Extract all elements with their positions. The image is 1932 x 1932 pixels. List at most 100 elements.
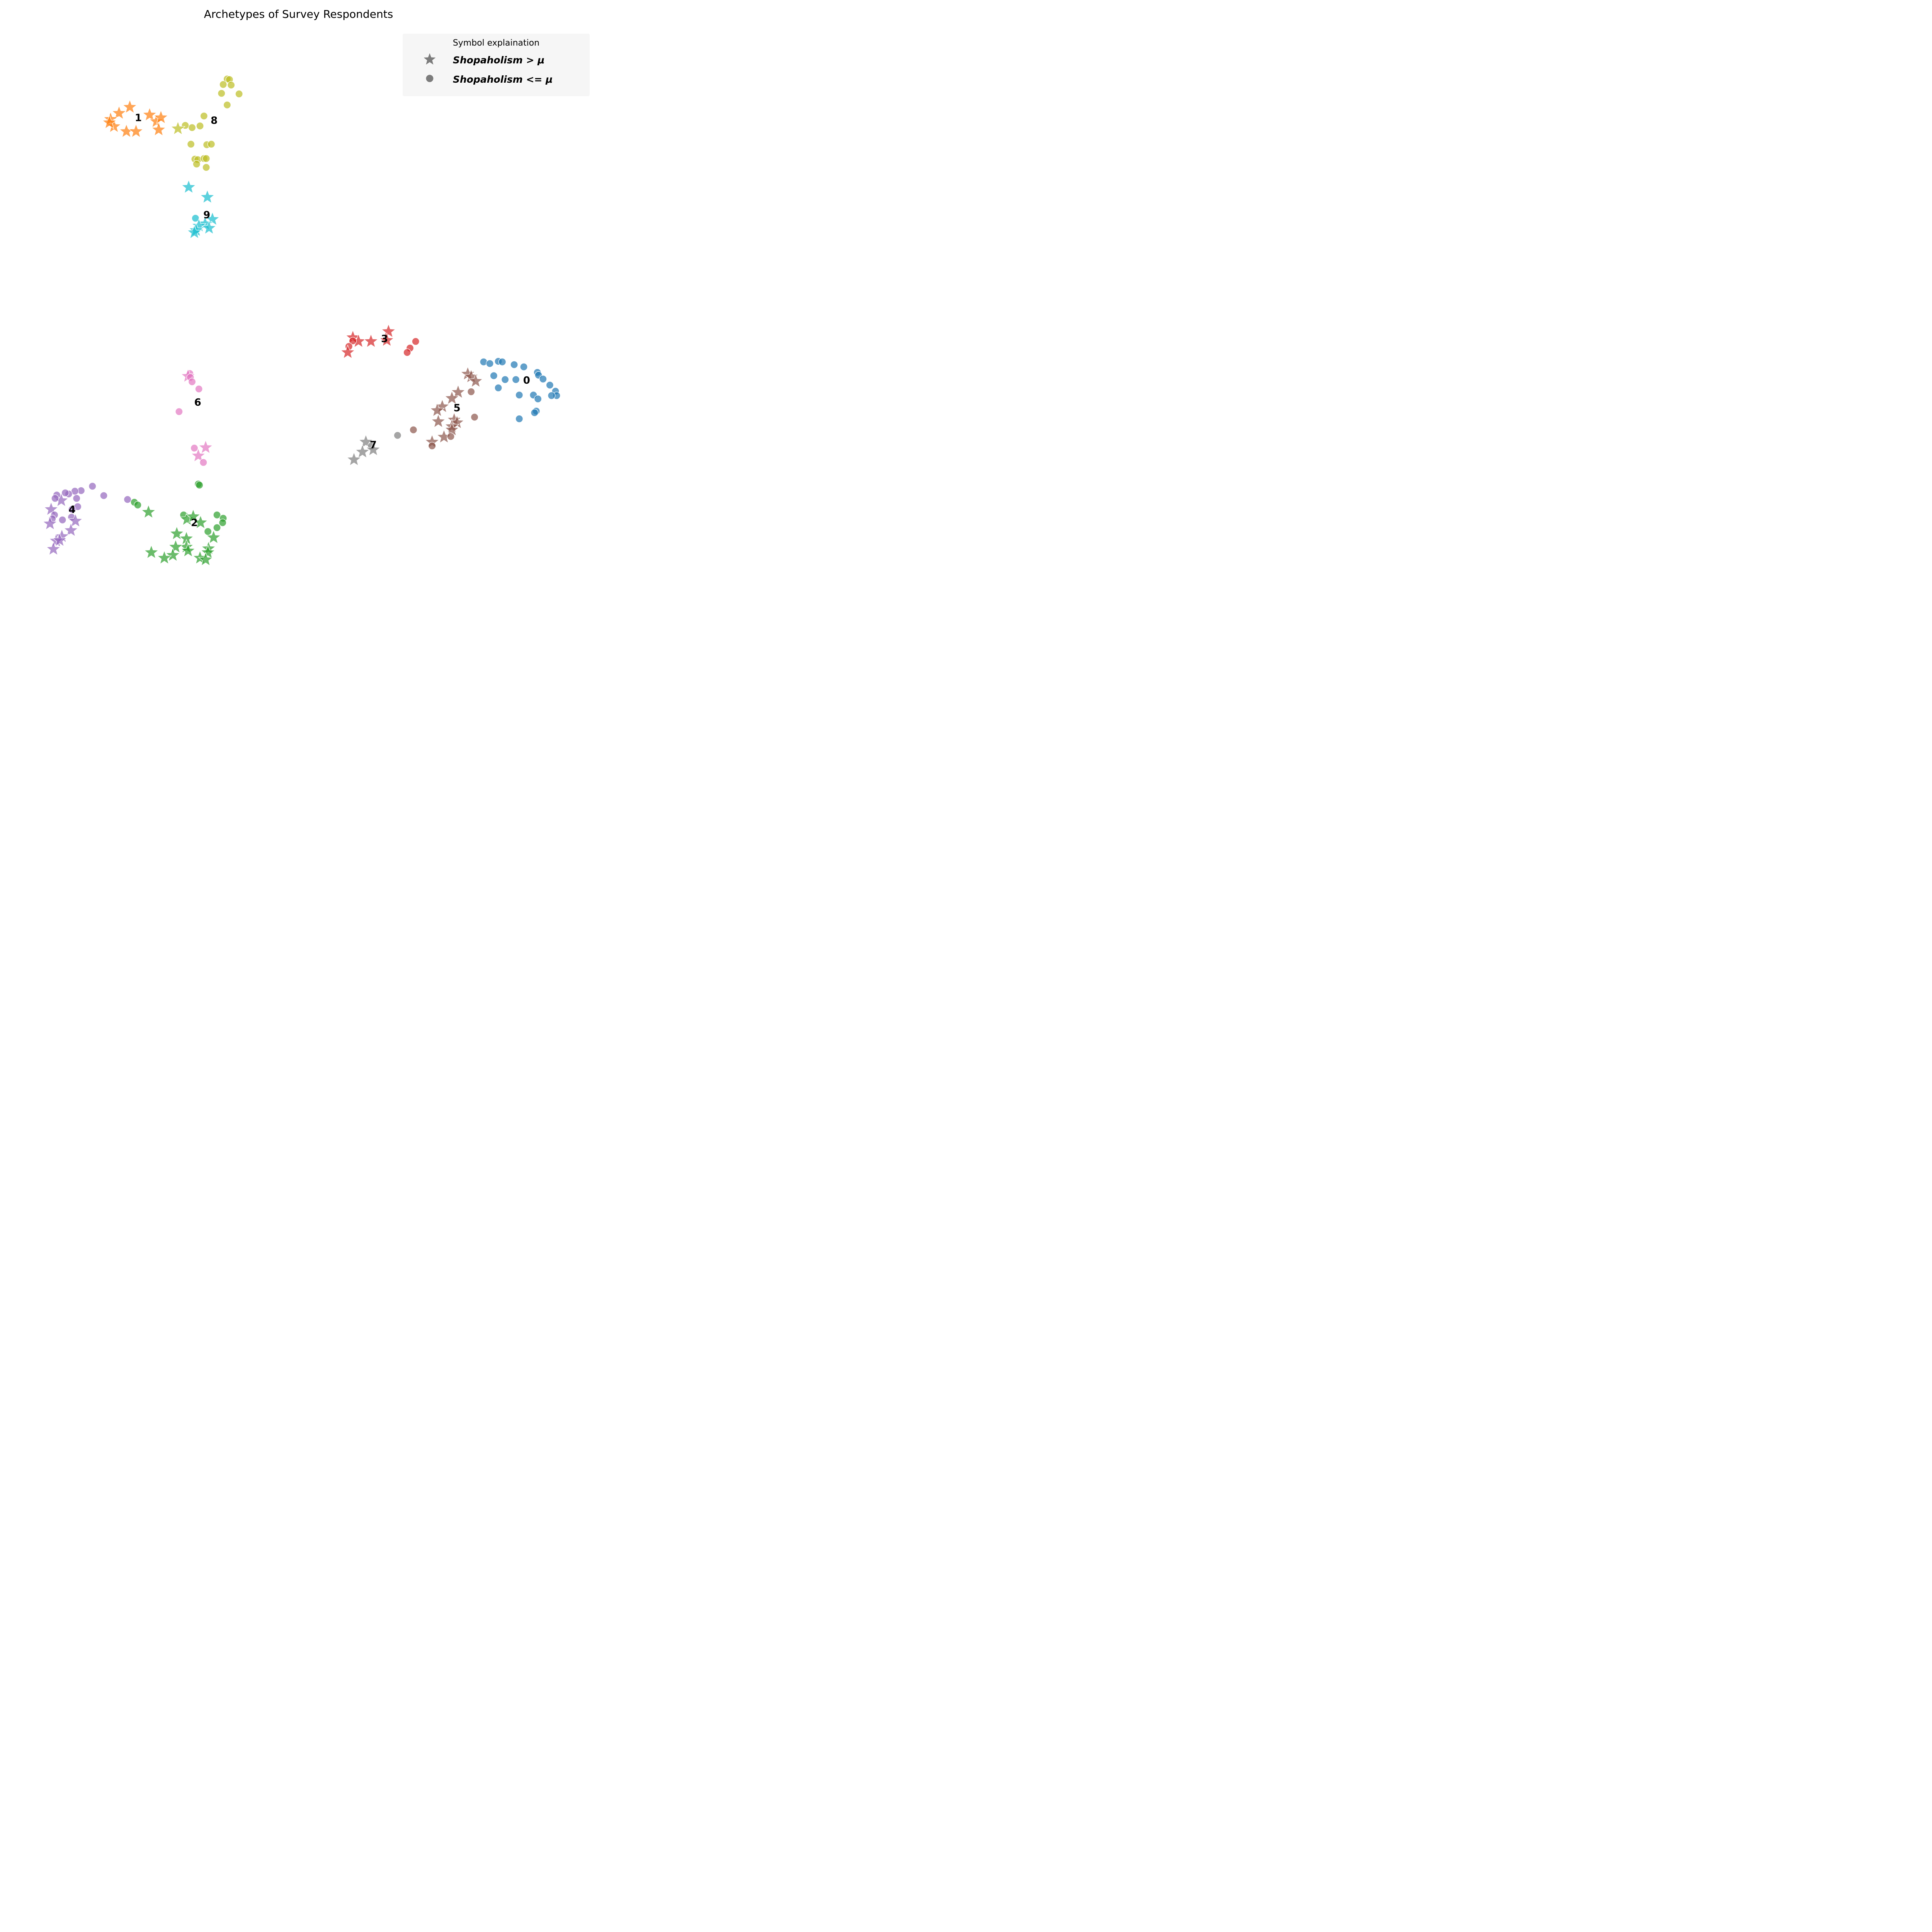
cluster-label-5: 5 [454,402,461,414]
cluster-9-star-point [187,224,202,239]
legend-title: Symbol explaination [452,38,540,48]
cluster-0-circle-point [546,381,554,389]
cluster-5-star-point [468,373,483,388]
cluster-4-star-point [68,513,83,528]
cluster-4-circle-point [51,494,59,502]
cluster-8-circle-point [202,163,210,172]
cluster-8-circle-point [196,122,204,130]
cluster-3-circle-point [403,349,411,357]
cluster-6-circle-point [199,458,207,466]
cluster-0-circle-point [490,372,498,380]
cluster-7-star-point [355,444,370,459]
cluster-2-circle-point [213,511,221,519]
cluster-3-star-point [381,323,396,338]
cluster-7-star-point [358,434,374,449]
cluster-5-star-point [450,384,466,399]
cluster-1-star-point [102,114,117,129]
cluster-label-7: 7 [370,439,377,451]
cluster-2-circle-point [213,524,221,532]
cluster-4-star-point [52,532,67,547]
cluster-1-star-point [153,109,169,124]
cluster-2-star-point [198,551,213,566]
cluster-4-star-point [63,522,79,537]
cluster-2-star-point [169,526,185,541]
cluster-0-circle-point [515,391,523,399]
cluster-8-circle-point [202,155,210,163]
cluster-6-circle-point [188,378,196,386]
cluster-label-2: 2 [191,517,198,529]
cluster-0-circle-point [539,375,547,383]
cluster-0-circle-point [498,358,507,366]
cluster-1-star-point [122,99,138,114]
cluster-label-3: 3 [381,333,388,345]
cluster-1-star-point [128,123,144,138]
legend-label-above-mean: Shopaholism > μ [453,54,545,66]
cluster-0-circle-point [510,361,518,369]
cluster-label-1: 1 [135,112,142,124]
cluster-8-circle-point [223,101,231,109]
cluster-2-star-point [143,544,159,559]
cluster-6-star-point [198,439,213,454]
cluster-9-star-point [181,179,196,194]
cluster-2-star-point [180,543,196,558]
cluster-4-star-point [42,515,58,531]
cluster-0-circle-point [520,363,528,371]
cluster-2-circle-point [219,519,227,527]
cluster-4-star-point [46,541,61,556]
cluster-8-circle-point [200,112,208,120]
points-layer [42,75,561,566]
cluster-5-circle-point [409,426,417,434]
cluster-1-star-point [111,105,127,120]
cluster-6-star-point [190,447,206,463]
cluster-5-star-point [429,402,445,417]
cluster-9-star-point [199,189,215,204]
cluster-label-4: 4 [68,504,75,515]
cluster-7-star-point [346,451,362,466]
cluster-label-8: 8 [211,115,218,127]
cluster-2-circle-point [204,527,212,536]
cluster-9-circle-point [191,214,199,222]
cluster-4-circle-point [61,489,70,497]
cluster-9-star-point [201,220,217,235]
cluster-5-circle-point [467,388,475,396]
cluster-3-star-point [363,333,379,348]
cluster-0-circle-point [501,376,509,384]
cluster-0-circle-point [515,415,523,423]
chart-title: Archetypes of Survey Respondents [204,8,393,20]
cluster-5-circle-point [447,432,455,440]
cluster-0-circle-point [512,376,520,384]
cluster-4-circle-point [73,494,81,502]
legend: Symbol explaination Shopaholism > μ Shop… [403,34,590,96]
cluster-7-circle-point [393,431,401,439]
cluster-2-circle-point [196,481,204,489]
cluster-0-circle-point [486,359,494,367]
legend-label-below-mean: Shopaholism <= μ [453,74,553,85]
cluster-0-circle-point [531,409,539,417]
cluster-8-circle-point [235,90,243,98]
cluster-4-circle-point [88,482,97,490]
cluster-5-circle-point [428,442,436,450]
cluster-3-star-point [379,332,395,347]
cluster-2-circle-point [134,501,142,509]
cluster-4-circle-point [123,495,132,503]
cluster-4-circle-point [100,492,108,500]
cluster-6-circle-point [190,444,199,452]
cluster-3-circle-point [412,337,420,345]
cluster-2-star-point [206,529,221,544]
cluster-2-star-point [193,514,208,529]
cluster-8-circle-point [187,140,195,148]
cluster-5-star-point [444,390,460,405]
cluster-0-circle-point [548,391,556,400]
cluster-2-star-point [165,547,180,562]
cluster-label-9: 9 [203,209,210,221]
scatter-plot: 0 1 2 3 4 5 6 7 8 9 [42,75,561,566]
cluster-2-star-point [200,544,216,559]
cluster-5-star-point [430,413,446,428]
cluster-label-0: 0 [523,375,530,386]
legend-entry-circle: Shopaholism <= μ [410,71,588,87]
cluster-9-star-point [205,211,220,226]
cluster-8-star-point [170,121,186,135]
cluster-0-circle-point [494,384,502,392]
cluster-1-star-point [151,122,167,136]
cluster-5-circle-point [471,413,479,421]
